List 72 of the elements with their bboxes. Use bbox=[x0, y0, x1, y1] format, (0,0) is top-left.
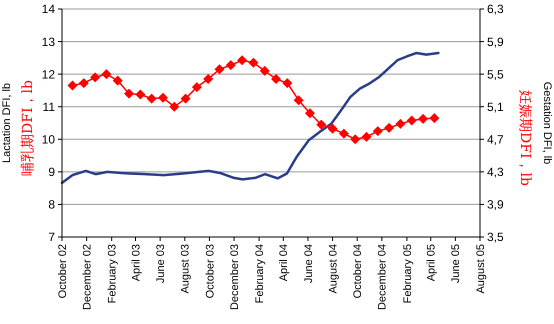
x-tick-label: April 03 bbox=[130, 244, 142, 282]
y-axis-title: Lactation DFI, lb bbox=[1, 82, 13, 164]
x-tick-label: April 04 bbox=[278, 244, 290, 282]
x-tick-label: August 05 bbox=[474, 244, 487, 294]
line-series bbox=[60, 52, 440, 184]
text: 哺乳期DFI，lb bbox=[20, 80, 36, 176]
point bbox=[68, 80, 78, 91]
y2-tick-label: 5,1 bbox=[487, 100, 504, 114]
y2-tick-label: 3,5 bbox=[487, 230, 504, 244]
x-tick-label: December 04 bbox=[376, 244, 389, 310]
point bbox=[294, 95, 304, 106]
x-tick-label: June 04 bbox=[302, 244, 315, 284]
point bbox=[214, 64, 225, 74]
point bbox=[372, 126, 383, 136]
point bbox=[316, 120, 326, 130]
y2-tick-label: 5,5 bbox=[487, 67, 504, 82]
x-tick-label: August 03 bbox=[180, 244, 192, 294]
point bbox=[78, 78, 89, 88]
point bbox=[395, 118, 406, 129]
point bbox=[135, 90, 146, 100]
y2-tick-label: 3,9 bbox=[487, 198, 504, 212]
point bbox=[226, 60, 236, 70]
x-tick-label: December 03 bbox=[228, 244, 241, 310]
x-tick-label: December 02 bbox=[81, 244, 94, 310]
x-tick-label: February 03 bbox=[106, 244, 119, 304]
y-tick-label: 8 bbox=[48, 198, 56, 212]
x-tick-label: October 02 bbox=[56, 244, 69, 298]
x-tick-label: February 04 bbox=[254, 244, 266, 304]
y-tick-label: 14 bbox=[42, 2, 56, 16]
point bbox=[406, 116, 417, 126]
point bbox=[362, 132, 372, 142]
y-tick-label: 9 bbox=[48, 165, 56, 180]
point bbox=[180, 94, 191, 104]
y2-tick-label: 6,3 bbox=[487, 2, 504, 16]
point bbox=[237, 55, 248, 66]
x-tick-label: April 05 bbox=[426, 244, 438, 282]
y-tick-label: 12 bbox=[42, 67, 56, 82]
y2-tick-label: 5,9 bbox=[487, 34, 504, 49]
point bbox=[384, 122, 394, 133]
y-tick-label: 10 bbox=[42, 132, 56, 146]
y-tick-label: 13 bbox=[42, 34, 56, 49]
text: 妊娠期DFI，lb bbox=[517, 90, 534, 186]
x-tick-label: June 05 bbox=[450, 244, 462, 284]
point bbox=[304, 108, 315, 118]
y-tick-label: 7 bbox=[48, 230, 56, 244]
y2-axis-title: Gestation DFI, lb bbox=[541, 82, 553, 164]
y-tick-label: 11 bbox=[42, 100, 56, 114]
point bbox=[260, 66, 270, 76]
x-tick-label: February 05 bbox=[402, 244, 414, 304]
point bbox=[112, 76, 123, 86]
point bbox=[101, 69, 112, 80]
x-tick-label: June 03 bbox=[154, 244, 167, 284]
point bbox=[203, 74, 214, 84]
x-tick-label: August 04 bbox=[327, 244, 340, 294]
point bbox=[429, 113, 440, 124]
x-tick-label: October 04 bbox=[352, 244, 364, 298]
point bbox=[271, 74, 282, 84]
point bbox=[338, 128, 349, 139]
point bbox=[248, 58, 258, 68]
point bbox=[158, 92, 168, 103]
point bbox=[124, 88, 134, 99]
point bbox=[328, 124, 338, 134]
point bbox=[282, 78, 292, 88]
point bbox=[192, 82, 202, 92]
point bbox=[418, 114, 428, 124]
y2-tick-label: 4,3 bbox=[487, 165, 504, 180]
point bbox=[90, 72, 100, 82]
point bbox=[146, 94, 157, 104]
point bbox=[169, 102, 180, 112]
point bbox=[350, 134, 360, 144]
y2-tick-label: 4,7 bbox=[487, 132, 504, 146]
x-tick-label: October 03 bbox=[204, 244, 216, 298]
